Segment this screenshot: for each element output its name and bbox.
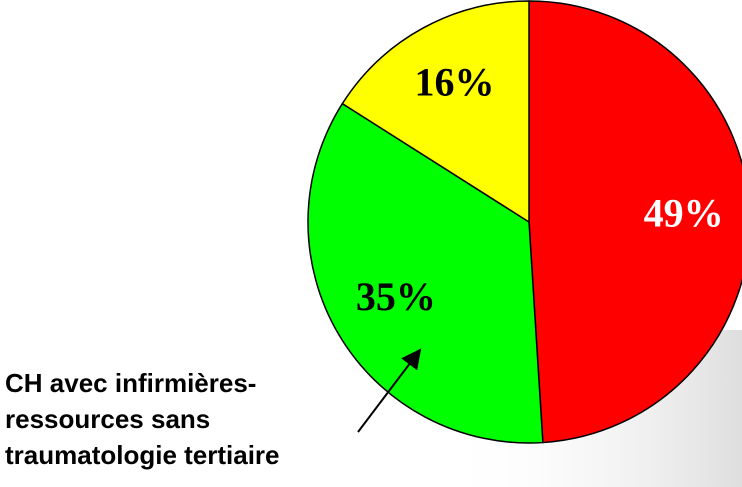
annotation-text: traumatologie tertiaire [5, 440, 280, 470]
value-label: 49% [644, 190, 724, 235]
value-label: 35% [356, 274, 436, 319]
chart: 49% 35% 16% CH avec infirmières-ressources… [0, 0, 742, 487]
annotation-text: ressources sans [5, 404, 210, 434]
pie: 49% 35% 16% [308, 1, 742, 443]
annotation: CH avec infirmières-ressources sans traum… [5, 368, 280, 470]
value-label: 16% [414, 60, 494, 105]
annotation-text: CH avec infirmières- [5, 368, 256, 398]
